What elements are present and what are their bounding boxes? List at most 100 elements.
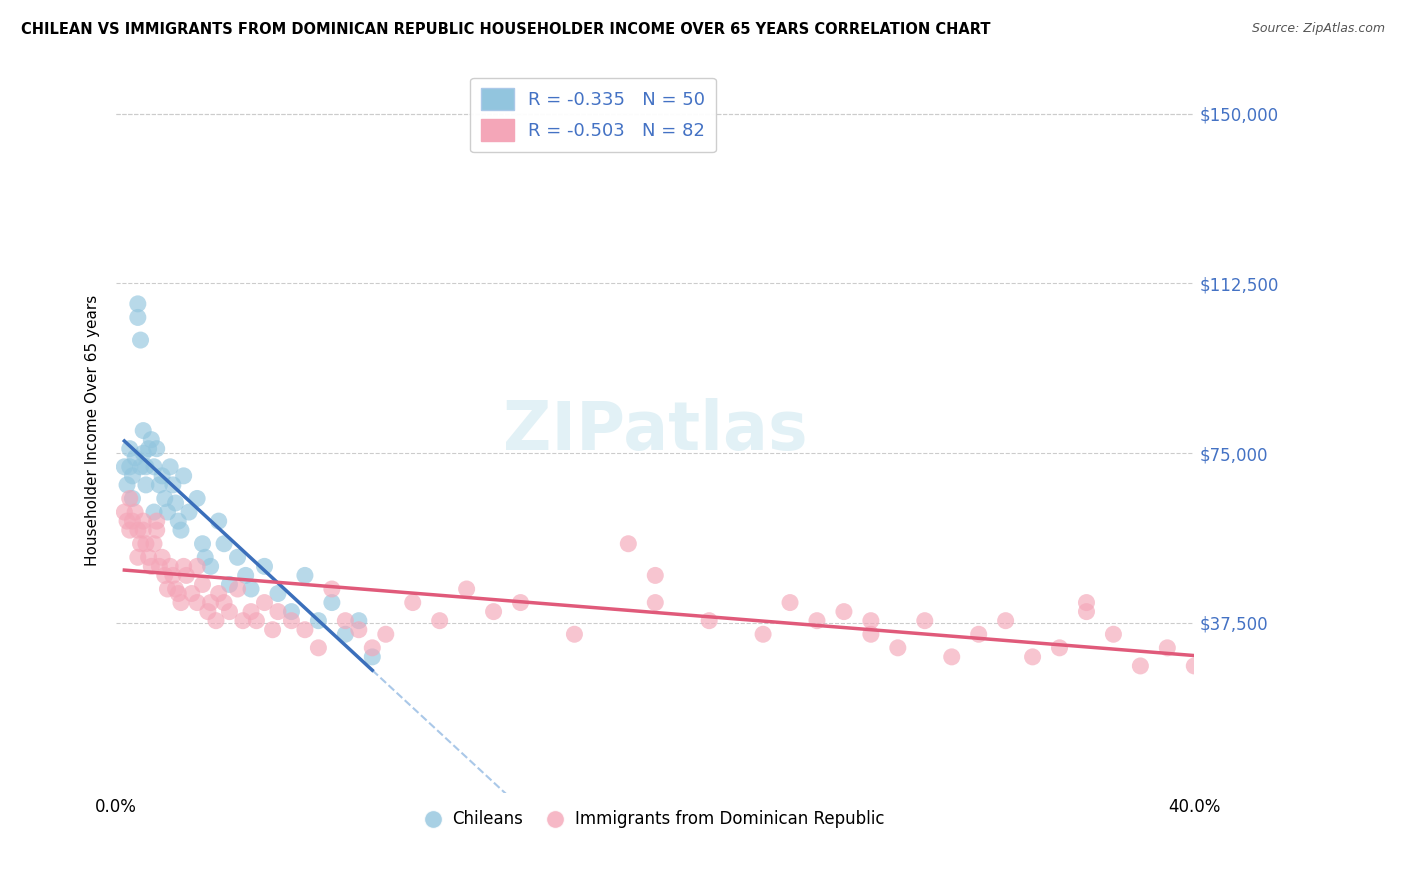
Point bbox=[806, 614, 828, 628]
Point bbox=[267, 586, 290, 600]
Point bbox=[177, 505, 200, 519]
Point bbox=[150, 550, 173, 565]
Point bbox=[205, 614, 228, 628]
Point bbox=[176, 568, 198, 582]
Point bbox=[135, 478, 157, 492]
Point bbox=[509, 596, 531, 610]
Point bbox=[167, 514, 190, 528]
Point bbox=[361, 649, 384, 664]
Point bbox=[165, 582, 187, 596]
Y-axis label: Householder Income Over 65 years: Householder Income Over 65 years bbox=[86, 295, 100, 566]
Point bbox=[1129, 659, 1152, 673]
Point bbox=[402, 596, 425, 610]
Point bbox=[118, 523, 141, 537]
Point bbox=[347, 623, 370, 637]
Point bbox=[135, 537, 157, 551]
Point bbox=[127, 297, 149, 311]
Point bbox=[173, 559, 195, 574]
Point bbox=[208, 514, 231, 528]
Point bbox=[240, 605, 263, 619]
Point bbox=[779, 596, 801, 610]
Point bbox=[170, 596, 193, 610]
Point bbox=[374, 627, 396, 641]
Point bbox=[127, 550, 149, 565]
Point bbox=[1076, 596, 1098, 610]
Point bbox=[967, 627, 990, 641]
Point bbox=[226, 582, 249, 596]
Point bbox=[456, 582, 478, 596]
Point bbox=[127, 310, 149, 325]
Point bbox=[994, 614, 1017, 628]
Point bbox=[165, 496, 187, 510]
Point bbox=[307, 614, 329, 628]
Point bbox=[129, 459, 152, 474]
Point bbox=[186, 596, 208, 610]
Point bbox=[132, 523, 155, 537]
Point bbox=[200, 596, 222, 610]
Point bbox=[941, 649, 963, 664]
Point bbox=[240, 582, 263, 596]
Point bbox=[194, 550, 217, 565]
Point bbox=[138, 550, 160, 565]
Point bbox=[145, 523, 167, 537]
Point bbox=[200, 559, 222, 574]
Text: CHILEAN VS IMMIGRANTS FROM DOMINICAN REPUBLIC HOUSEHOLDER INCOME OVER 65 YEARS C: CHILEAN VS IMMIGRANTS FROM DOMINICAN REP… bbox=[21, 22, 991, 37]
Point bbox=[141, 559, 163, 574]
Point bbox=[150, 468, 173, 483]
Point bbox=[294, 623, 316, 637]
Point bbox=[129, 537, 152, 551]
Point bbox=[1021, 649, 1043, 664]
Point bbox=[1049, 640, 1071, 655]
Point bbox=[208, 586, 231, 600]
Point bbox=[253, 559, 276, 574]
Point bbox=[173, 468, 195, 483]
Point bbox=[914, 614, 936, 628]
Point bbox=[153, 568, 176, 582]
Point bbox=[226, 550, 249, 565]
Point bbox=[859, 614, 882, 628]
Point bbox=[143, 505, 166, 519]
Point bbox=[335, 614, 357, 628]
Point bbox=[212, 537, 235, 551]
Point bbox=[697, 614, 720, 628]
Point bbox=[832, 605, 855, 619]
Point bbox=[162, 568, 184, 582]
Point bbox=[335, 627, 357, 641]
Point bbox=[186, 491, 208, 506]
Point bbox=[112, 505, 135, 519]
Point bbox=[429, 614, 451, 628]
Point bbox=[145, 442, 167, 456]
Point bbox=[564, 627, 586, 641]
Point bbox=[267, 605, 290, 619]
Point bbox=[132, 514, 155, 528]
Legend: Chileans, Immigrants from Dominican Republic: Chileans, Immigrants from Dominican Repu… bbox=[419, 804, 891, 835]
Text: ZIPatlas: ZIPatlas bbox=[503, 398, 807, 464]
Point bbox=[121, 468, 143, 483]
Point bbox=[180, 586, 202, 600]
Point bbox=[115, 514, 138, 528]
Point bbox=[307, 640, 329, 655]
Point bbox=[143, 537, 166, 551]
Point bbox=[235, 568, 257, 582]
Point bbox=[124, 450, 146, 465]
Point bbox=[118, 442, 141, 456]
Point bbox=[127, 523, 149, 537]
Point bbox=[294, 568, 316, 582]
Point bbox=[1182, 659, 1205, 673]
Point bbox=[280, 605, 302, 619]
Point bbox=[143, 459, 166, 474]
Point bbox=[617, 537, 640, 551]
Point bbox=[218, 605, 240, 619]
Point bbox=[148, 478, 170, 492]
Point bbox=[752, 627, 775, 641]
Point bbox=[212, 596, 235, 610]
Point bbox=[132, 446, 155, 460]
Point bbox=[135, 459, 157, 474]
Point bbox=[159, 459, 181, 474]
Point bbox=[361, 640, 384, 655]
Point bbox=[124, 505, 146, 519]
Point bbox=[141, 433, 163, 447]
Point bbox=[245, 614, 267, 628]
Point bbox=[321, 582, 343, 596]
Point bbox=[145, 514, 167, 528]
